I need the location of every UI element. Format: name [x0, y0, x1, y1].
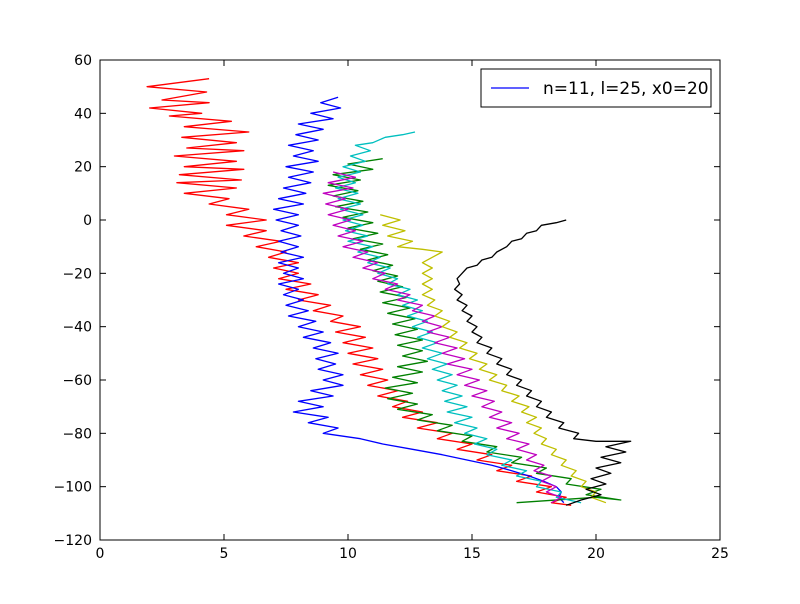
x-tick-label: 25	[711, 546, 729, 562]
y-tick-label: 60	[74, 53, 92, 69]
series-line-3	[327, 158, 622, 504]
y-tick-label: 0	[83, 213, 92, 229]
y-tick-label: −40	[62, 320, 92, 336]
x-tick-label: 10	[339, 546, 357, 562]
series-line-7	[453, 219, 632, 506]
series-line-6	[380, 214, 607, 504]
plot-area-background	[100, 60, 720, 540]
series-layer	[146, 78, 632, 506]
y-tick-label: −20	[62, 266, 92, 282]
plot-area-frame	[99, 59, 721, 541]
y-tick-label: −60	[62, 373, 92, 389]
x-tick-label: 0	[96, 546, 105, 562]
series-line-1	[146, 78, 572, 506]
x-tick-label: 15	[463, 546, 481, 562]
y-tick-label: −100	[54, 480, 92, 496]
legend-label: n=11, l=25, x0=20	[543, 79, 709, 99]
y-tick-label: −120	[54, 533, 92, 549]
x-tick-label: 5	[220, 546, 229, 562]
legend: n=11, l=25, x0=20	[480, 68, 712, 108]
x-axis: 0 5 10 15 20 25	[96, 60, 729, 562]
y-tick-label: 20	[74, 160, 92, 176]
y-tick-label: 40	[74, 106, 92, 122]
series-line-2	[272, 96, 565, 504]
y-tick-label: −80	[62, 426, 92, 442]
series-line-4	[334, 131, 582, 504]
x-tick-label: 20	[587, 546, 605, 562]
y-axis: −120 −100 −80 −60 −40 −20 0 20 40 60	[54, 53, 720, 549]
